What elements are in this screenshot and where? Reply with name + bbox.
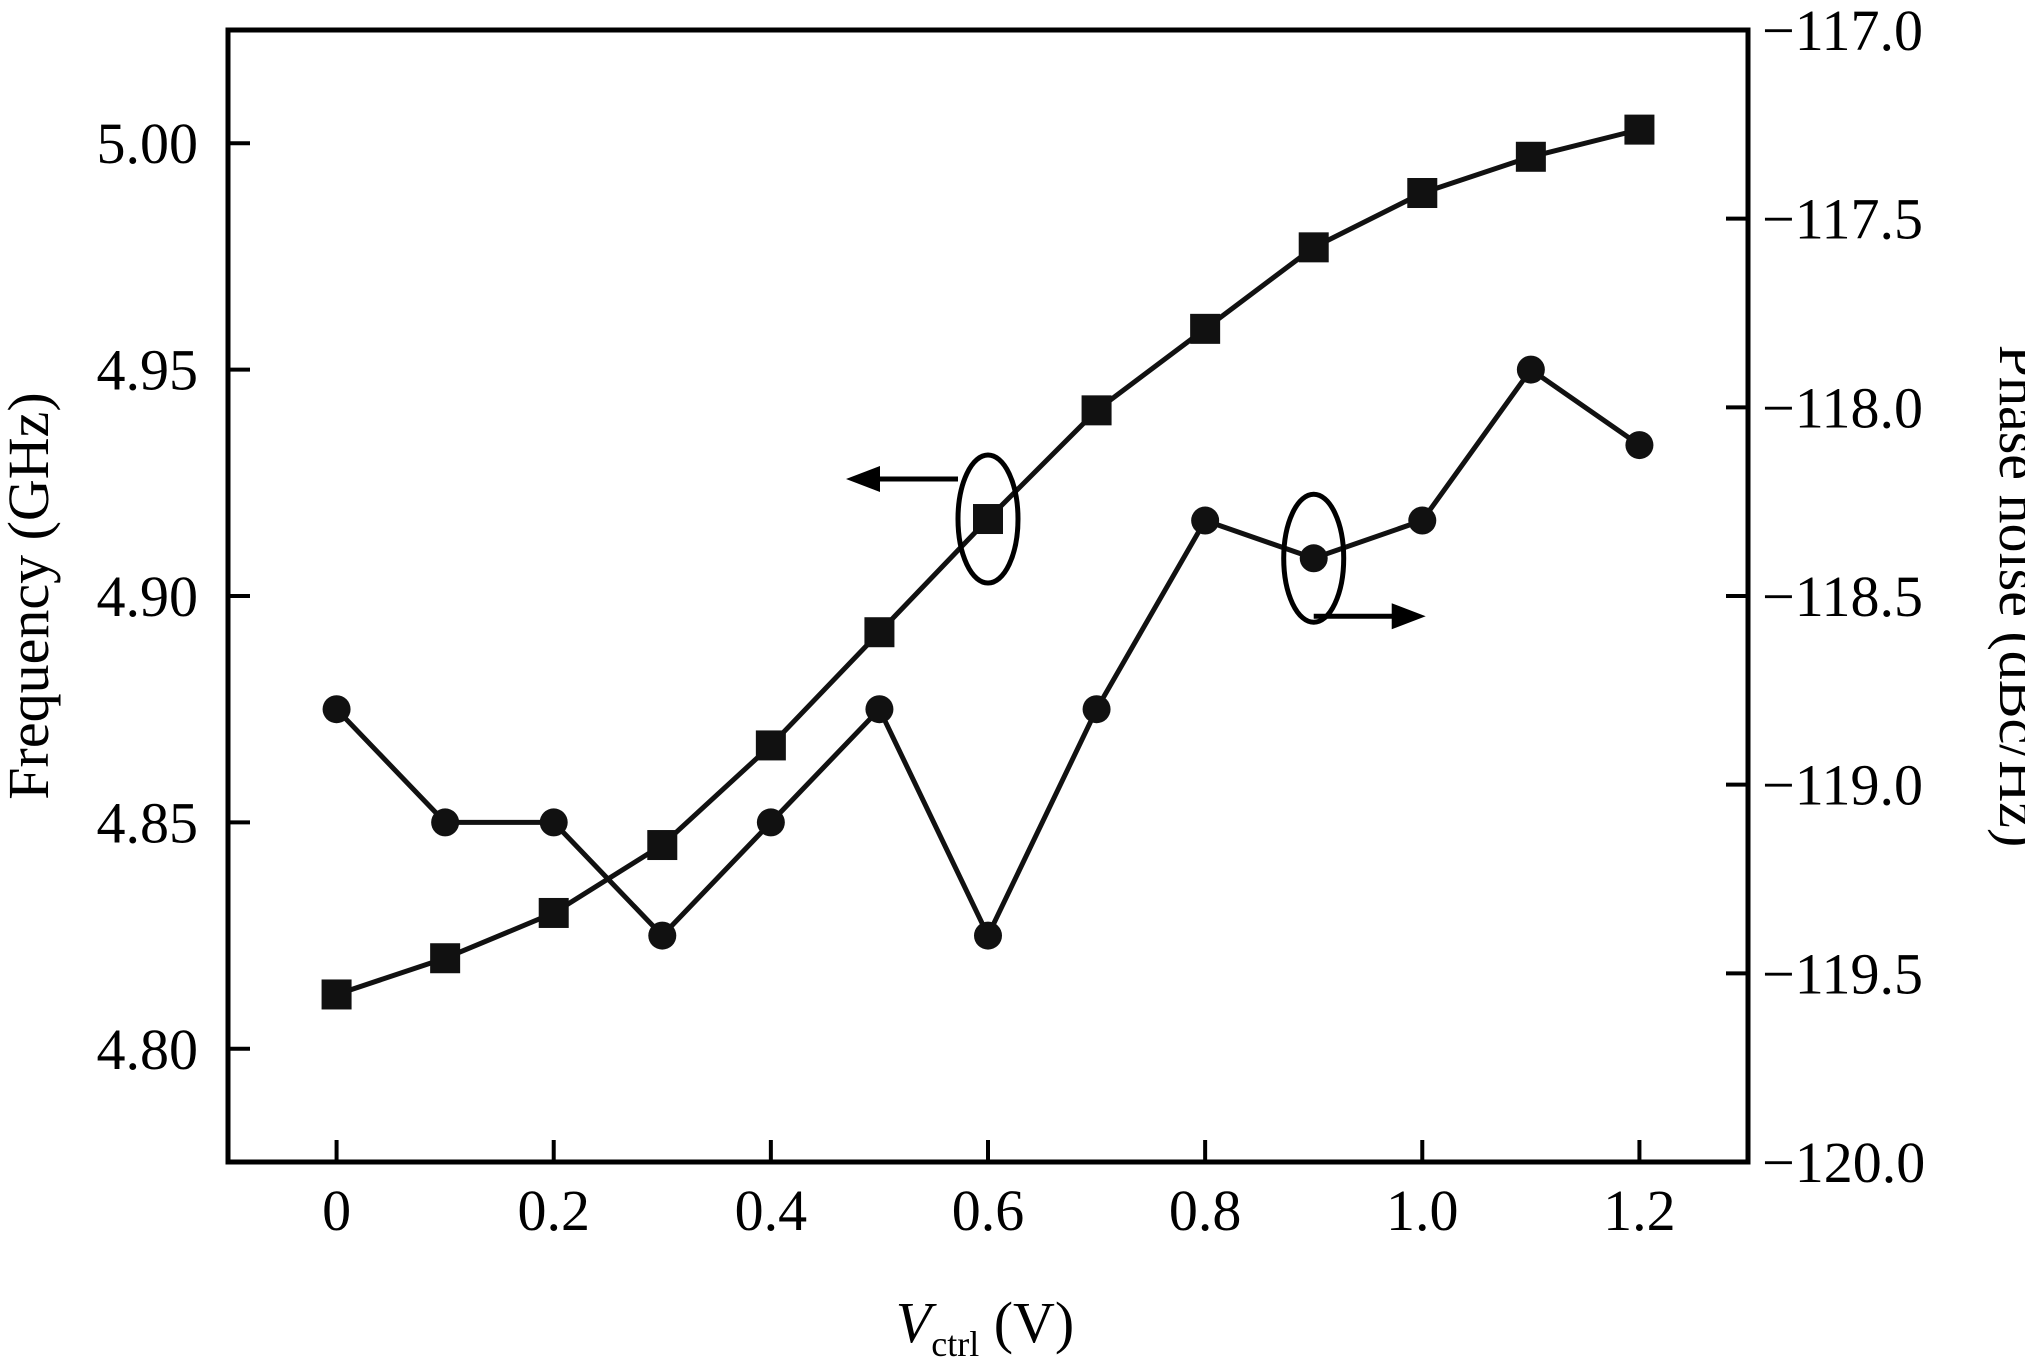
series-0-line [335, 127, 1641, 997]
series-0-point [973, 504, 1003, 535]
annotation-arrow-head [846, 466, 880, 493]
series-1-point [322, 695, 351, 724]
y-right-tick-label: −120.0 [1762, 1130, 1925, 1195]
x-axis-title-var: V [896, 1290, 938, 1355]
series-0-point [755, 730, 786, 761]
x-tick-label: 0 [322, 1178, 351, 1243]
series-0-point [1624, 114, 1655, 145]
x-axis-title-sub: ctrl [931, 1324, 979, 1362]
series-1-point [865, 695, 894, 724]
y-right-tick-label: −117.5 [1762, 187, 1923, 252]
series-0-point [430, 943, 461, 974]
series-0-point [1407, 178, 1438, 209]
annotation-layer [846, 452, 1426, 630]
series-0-point [321, 979, 352, 1010]
x-axis-title: Vctrl (V) [896, 1290, 1074, 1362]
y-left-tick-label: 4.95 [97, 338, 199, 403]
series-1-point [539, 808, 568, 837]
series-1-point [1408, 506, 1437, 535]
x-tick-label: 0.4 [735, 1178, 808, 1243]
series-1-point [974, 921, 1002, 950]
annotation-arrow-head [1391, 603, 1426, 630]
y-right-tick-label: −119.5 [1762, 941, 1923, 1006]
series-1-point [756, 808, 785, 837]
series-1-point [1299, 544, 1328, 573]
y-right-tick-label: −118.5 [1762, 564, 1923, 629]
series-1-point [431, 808, 460, 837]
y-right-tick-label: −118.0 [1762, 375, 1923, 440]
series-0-point [864, 617, 895, 648]
series-0-point [1298, 232, 1329, 263]
series-layer [321, 114, 1655, 1010]
series-0-point [1515, 141, 1546, 172]
series-1-point [1191, 506, 1220, 535]
series-1-point [1625, 431, 1654, 460]
y-left-tick-label: 4.85 [97, 790, 199, 855]
y-left-tick-label: 4.90 [97, 564, 199, 629]
series-0-point [1081, 395, 1112, 426]
y-left-tick-label: 4.80 [97, 1017, 199, 1082]
annotation-ellipse [955, 452, 1021, 586]
x-tick-label: 1.0 [1386, 1178, 1459, 1243]
y-right-tick-label: −117.0 [1762, 0, 1923, 63]
x-tick-label: 1.2 [1603, 1178, 1676, 1243]
tick-layer: 0 0.2 0.4 0.6 0.8 1.0 1.2 4.80 4.85 4.90 4.95 5.00 −… [97, 0, 1926, 1243]
y-right-tick-label: −119.0 [1762, 753, 1923, 818]
x-axis-title-unit: (V) [979, 1290, 1074, 1355]
series-1-point [1082, 695, 1111, 724]
series-0-point [1190, 313, 1221, 344]
x-tick-label: 0.6 [952, 1178, 1025, 1243]
series-1-point [1516, 355, 1545, 384]
series-1-point [648, 921, 677, 950]
plot-frame [225, 27, 1751, 1165]
series-0-point [538, 897, 569, 928]
x-tick-label: 0.8 [1169, 1178, 1242, 1243]
y-axis-left-title: Frequency (GHz) [0, 392, 61, 799]
series-0-point [647, 830, 678, 861]
x-tick-label: 0.2 [517, 1178, 590, 1243]
y-axis-right-title: Phase noise (dBc/Hz) [1987, 345, 2025, 848]
annotation-ellipse [1281, 491, 1347, 625]
y-left-tick-label: 5.00 [97, 111, 199, 176]
